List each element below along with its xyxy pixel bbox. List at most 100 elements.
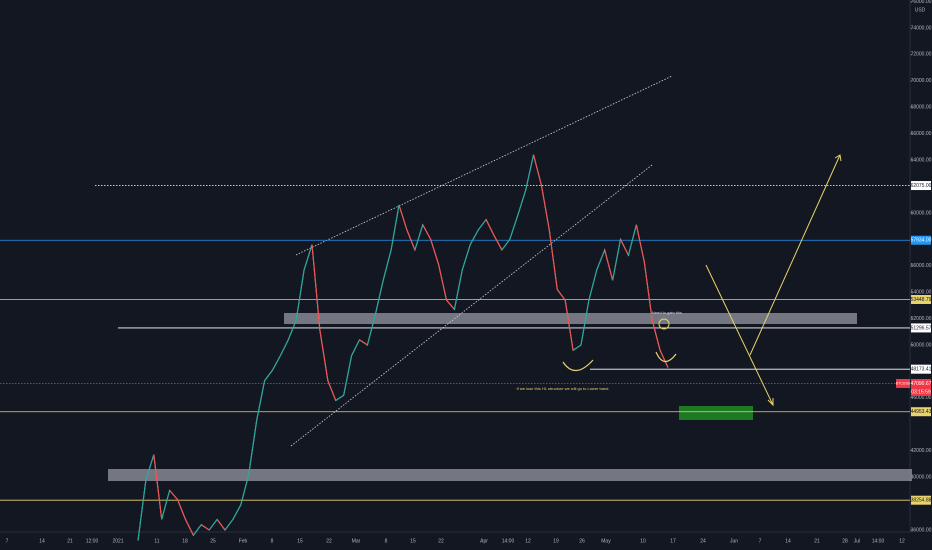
x-tick-label: 21 [67, 538, 73, 544]
price-segment [517, 190, 527, 216]
price-segment [564, 300, 574, 351]
y-tick-label: 74000.00 [911, 25, 932, 31]
price-segment [414, 224, 424, 251]
price-segment [303, 244, 313, 270]
y-tick-label: 60000.00 [911, 210, 932, 216]
y-tick-label: 56000.00 [911, 263, 932, 269]
arrow-head [767, 398, 774, 407]
level-label-box [911, 294, 931, 304]
trendline [295, 75, 673, 256]
x-tick-label: 14 [39, 538, 45, 544]
x-tick-label: 22 [438, 538, 444, 544]
currency: USD [915, 7, 926, 13]
price-segment [161, 490, 171, 520]
x-tick-label: 12 [525, 538, 531, 544]
price-segment [176, 499, 187, 520]
y-tick-label: 40000.00 [911, 474, 932, 480]
level-label: 48173.41 [911, 367, 932, 373]
price-segment [200, 524, 210, 531]
price-segment [509, 215, 519, 240]
level-label: 51296.57 [911, 325, 932, 331]
price-segment [572, 344, 582, 351]
x-tick-label: 15 [410, 538, 416, 544]
countdown-box [911, 387, 931, 396]
price-segment [327, 380, 337, 401]
price-segment [627, 224, 637, 256]
level-label: 44953.43 [911, 409, 932, 415]
level-label-box [911, 181, 931, 191]
level-label-box [911, 235, 931, 245]
price-segment [145, 454, 155, 480]
price-segment [540, 185, 550, 231]
price-segment [390, 204, 400, 251]
level-label-box [911, 407, 931, 417]
x-tick-label: 8 [271, 538, 274, 544]
y-tick-label: 72000.00 [911, 52, 932, 58]
x-tick-label: 21 [814, 538, 820, 544]
x-tick-label: May [601, 538, 611, 544]
price-segment [256, 380, 266, 421]
countdown: 03:15:59 [911, 389, 931, 395]
price-segment [501, 239, 511, 251]
price-segment [469, 229, 479, 245]
price-segment [335, 394, 345, 402]
price-segment [192, 524, 202, 536]
price-segment [453, 269, 463, 310]
curve-marker [655, 351, 677, 363]
price-segment [216, 519, 226, 531]
price-segment [248, 420, 258, 475]
price-segment [264, 369, 273, 382]
price-segment [580, 300, 590, 346]
y-tick-label: 36000.00 [911, 527, 932, 533]
x-tick-label: 11 [154, 538, 159, 544]
price-segment [612, 239, 622, 281]
x-tick-label: 24 [700, 538, 706, 544]
symbol: BTCUSD [896, 381, 911, 385]
x-tick-label: Mar [352, 538, 361, 544]
price-segment [359, 339, 368, 346]
level-label-box [911, 364, 931, 374]
price-segment [596, 249, 606, 270]
level-label-box [911, 323, 931, 333]
price-segment [635, 224, 645, 262]
price-segment [208, 519, 218, 531]
price-segment [271, 355, 281, 371]
price-segment [525, 154, 535, 191]
y-tick-label: 66000.00 [911, 131, 932, 137]
price-segment [651, 319, 661, 351]
price-segment [184, 519, 194, 536]
x-tick-label: 17 [670, 538, 676, 544]
x-tick-label: Apr [480, 538, 488, 544]
y-tick-label: 64000.00 [911, 157, 932, 163]
x-tick-label: 10 [640, 538, 646, 544]
price-segment [430, 239, 440, 265]
x-tick-label: 14:00 [872, 538, 885, 544]
x-tick-label: 22 [326, 538, 332, 544]
y-tick-label: 76000.00 [911, 0, 932, 5]
x-tick-label: 12:00 [86, 538, 99, 544]
price-segment [319, 330, 329, 381]
price-segment [153, 454, 163, 520]
arrow [705, 264, 774, 406]
price-segment [279, 339, 289, 356]
price-segment [343, 355, 353, 396]
x-tick-label: 28 [842, 538, 848, 544]
arrow [749, 154, 841, 356]
price-segment [295, 269, 305, 321]
annotation: If we lose this HL structure we will go … [516, 386, 609, 391]
y-tick-label: 50000.00 [911, 342, 932, 348]
annotation: Need to gain this [652, 310, 682, 315]
y-tick-label: 54000.00 [911, 290, 932, 296]
zone [284, 313, 857, 324]
x-tick-label: 7 [6, 538, 9, 544]
price-segment [461, 244, 471, 270]
x-tick-label: 18 [182, 538, 188, 544]
level-label-box [911, 378, 931, 388]
x-tick-label: 12 [899, 538, 905, 544]
price-segment [588, 269, 598, 301]
level-label: 47090.67 [911, 381, 932, 387]
level-label: 57934.00 [911, 238, 932, 244]
price-segment [659, 350, 669, 368]
